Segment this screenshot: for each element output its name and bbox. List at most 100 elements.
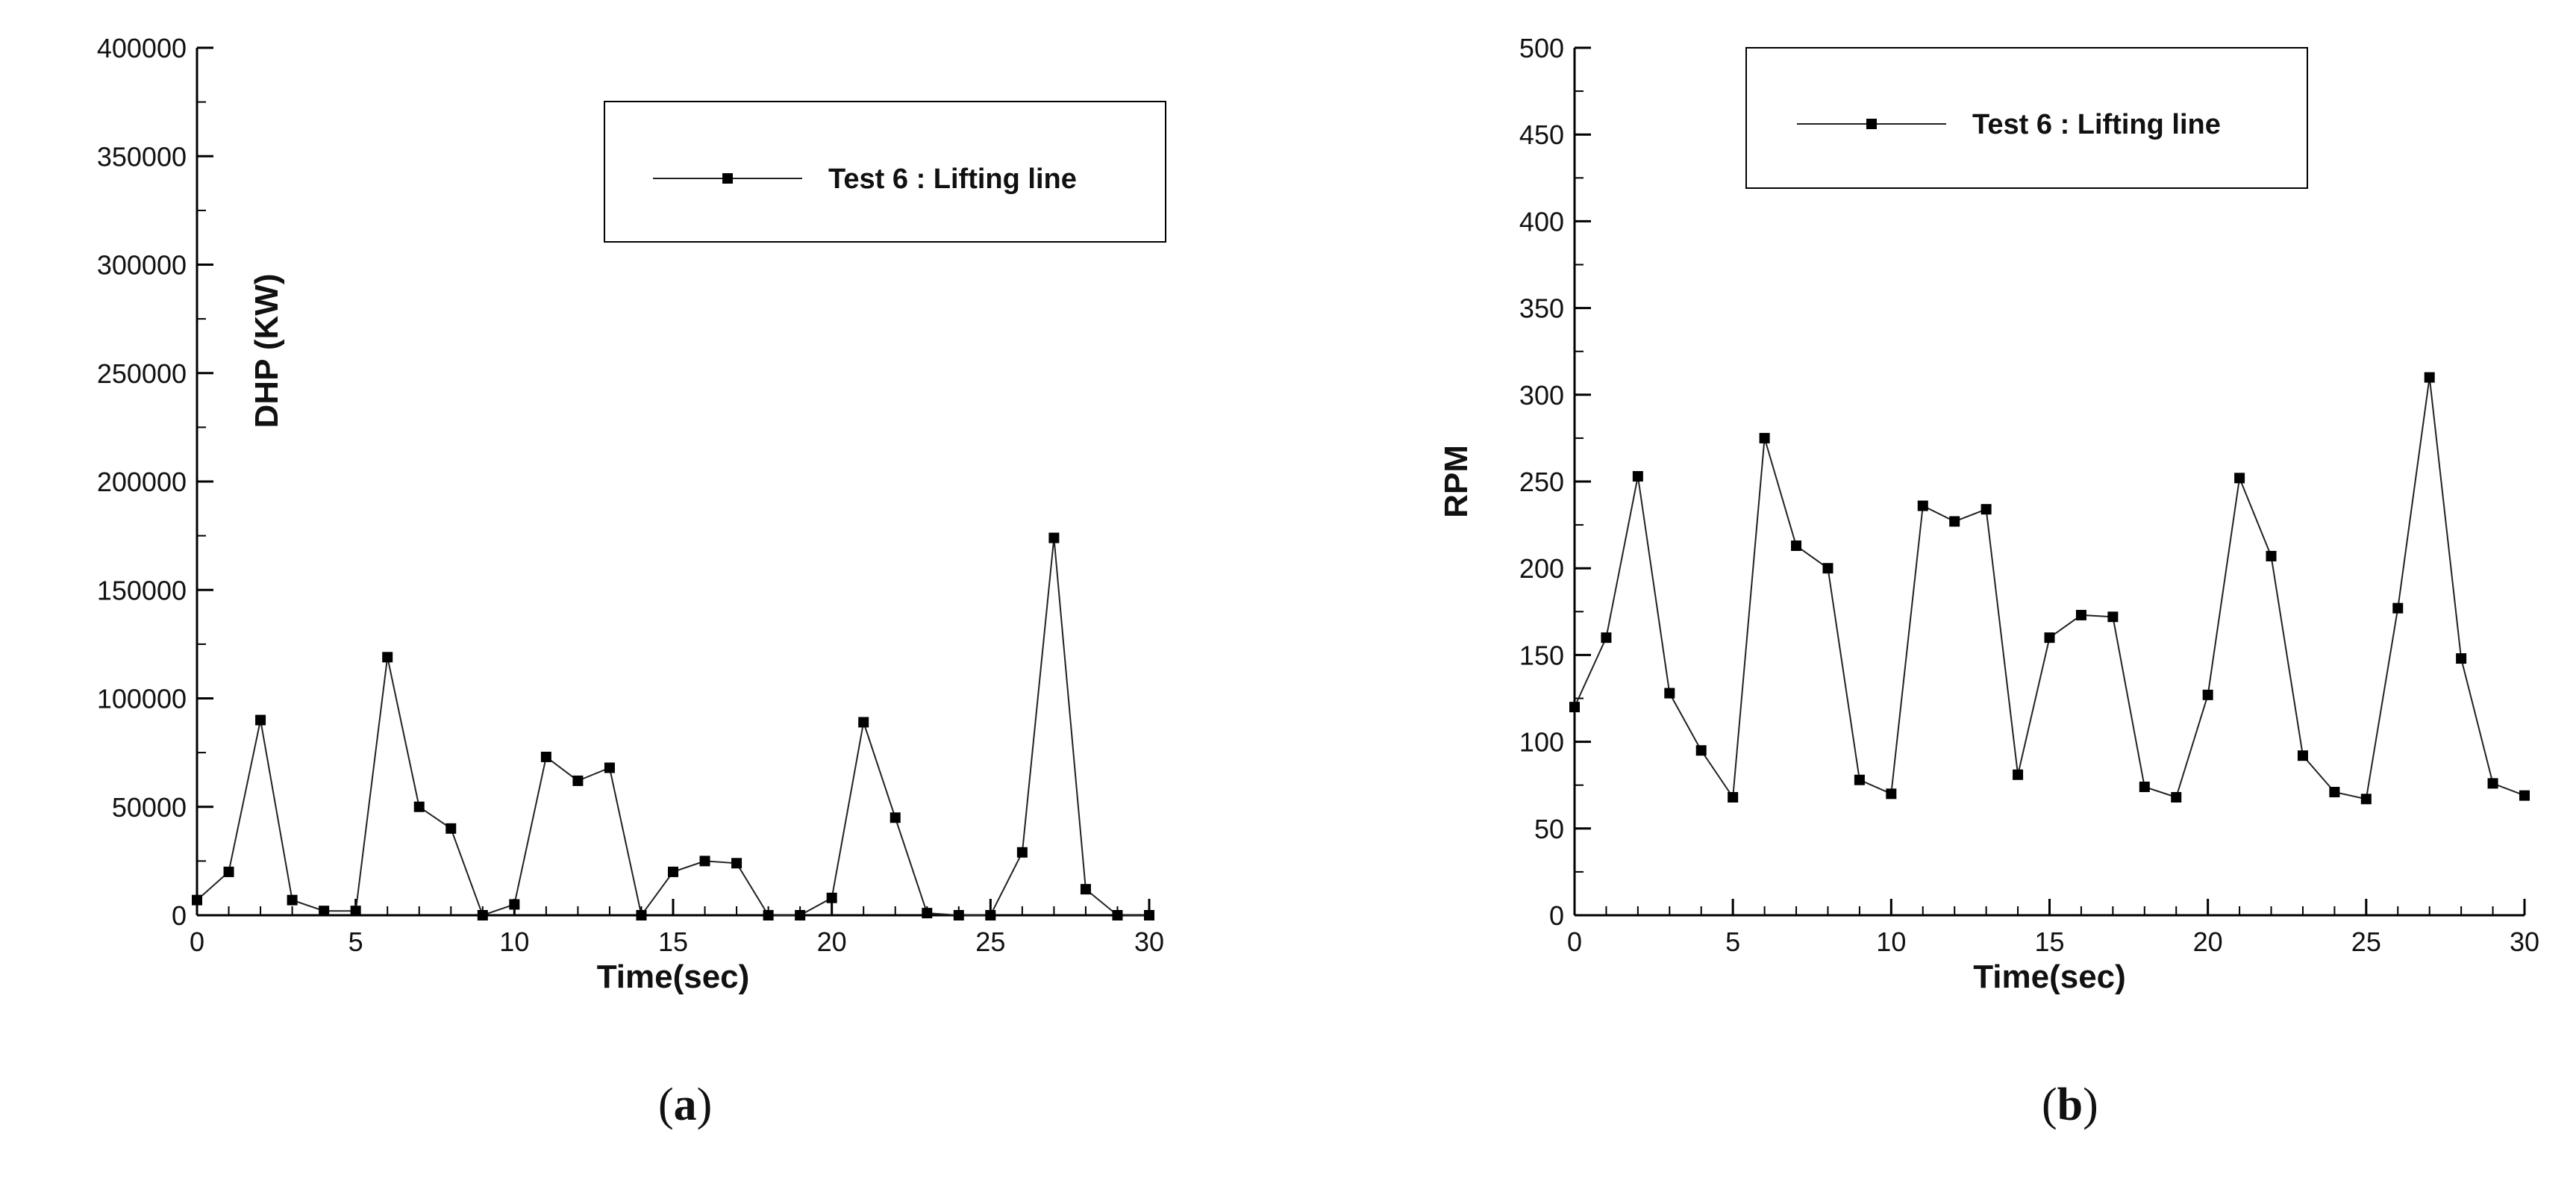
data-point [985, 910, 996, 920]
y-tick-label: 450 [1519, 119, 1564, 150]
data-point [1759, 432, 1770, 443]
x-tick-label: 30 [2510, 926, 2539, 957]
y-tick-label: 150000 [97, 575, 187, 605]
x-tick-label: 5 [1725, 926, 1740, 957]
x-tick-label: 20 [817, 926, 847, 957]
y-tick-label: 300000 [97, 250, 187, 281]
legend-label: Test 6 : Lifting line [1972, 109, 2221, 140]
data-point [2266, 550, 2277, 561]
legend-box [1745, 47, 2308, 189]
data-point [1569, 702, 1580, 713]
y-tick-label: 250000 [97, 358, 187, 389]
caption-paren-close: ) [2083, 1079, 2098, 1130]
caption-label: b [2057, 1079, 2083, 1130]
y-tick-label: 200000 [97, 467, 187, 497]
chart-panel-b: 0 50 100 150 200 250 300 350 400 450 500 0 5 10 15 20 25… [1438, 33, 2539, 1130]
data-point [795, 910, 806, 920]
data-point [1112, 910, 1123, 920]
data-point [255, 714, 266, 726]
y-tick-label: 500 [1519, 33, 1564, 63]
data-point [2360, 794, 2372, 805]
data-point [2202, 689, 2213, 700]
chart-panel-a: 0 50000 100000 150000 200000 250000 300000 3500… [97, 33, 1166, 1130]
data-point [668, 866, 678, 877]
y-tick-label: 350 [1519, 293, 1564, 324]
data-point [192, 894, 202, 906]
data-point [350, 906, 361, 917]
x-axis-title: Time(sec) [597, 959, 750, 995]
y-axis-title: RPM [1438, 445, 1475, 518]
data-point [572, 775, 584, 786]
data-point [2329, 786, 2340, 797]
data-point [1695, 745, 1707, 756]
data-point [2139, 782, 2150, 793]
data-point [731, 858, 743, 869]
data-point [890, 812, 901, 823]
y-tick-label: 100 [1519, 727, 1564, 758]
y-tick-label: 300 [1519, 380, 1564, 411]
data-point [922, 908, 933, 919]
data-point [2044, 632, 2055, 644]
x-tick-label: 30 [1134, 926, 1164, 957]
legend-marker [722, 173, 733, 184]
data-point [604, 762, 615, 773]
y-tick-label: 0 [1549, 900, 1564, 931]
caption-paren-open: ( [658, 1079, 674, 1130]
data-point [2392, 602, 2404, 614]
series-line [1574, 377, 2525, 800]
data-point [1601, 632, 1612, 644]
data-point [1886, 788, 1897, 800]
x-tick-label: 25 [975, 926, 1005, 957]
x-tick-label: 0 [1567, 926, 1582, 957]
data-point [1144, 910, 1154, 920]
data-point [1632, 471, 1643, 482]
x-tick-label: 0 [190, 926, 204, 957]
legend-label: Test 6 : Lifting line [828, 163, 1077, 195]
data-point [2171, 791, 2182, 803]
data-point [446, 823, 457, 834]
data-point [382, 652, 393, 663]
series-line [196, 538, 1149, 917]
data-point [2424, 372, 2435, 383]
data-point [1664, 688, 1675, 699]
data-point [287, 894, 298, 906]
y-tick-label: 200 [1519, 553, 1564, 584]
caption-paren-close: ) [697, 1079, 713, 1130]
data-point [763, 910, 774, 920]
legend-box [604, 101, 1166, 243]
y-tick-label: 250 [1519, 467, 1564, 497]
y-axis-title: DHP (KW) [248, 274, 285, 429]
data-point [953, 910, 964, 920]
y-tick-label: 50 [1534, 814, 1564, 844]
x-tick-label: 15 [2034, 926, 2064, 957]
data-point [858, 717, 869, 728]
data-point [477, 910, 488, 920]
data-point [2234, 473, 2245, 484]
x-tick-label: 10 [499, 926, 529, 957]
data-point [1080, 884, 1091, 895]
data-point [2487, 778, 2498, 789]
data-point [223, 866, 234, 877]
legend-marker [1866, 119, 1877, 129]
x-tick-label: 25 [2351, 926, 2381, 957]
x-tick-label: 20 [2193, 926, 2223, 957]
data-point [1854, 774, 1865, 785]
y-tick-label: 100000 [97, 684, 187, 714]
data-point [1949, 516, 1960, 527]
data-point [1917, 500, 1928, 511]
panel-caption: (a) [658, 1079, 712, 1130]
data-point [2013, 769, 2024, 780]
data-point [319, 906, 330, 917]
x-tick-label: 5 [348, 926, 363, 957]
data-point [2297, 750, 2308, 761]
data-point [2456, 653, 2467, 664]
data-point [826, 892, 837, 903]
data-point [2519, 790, 2530, 801]
data-point [540, 751, 551, 762]
y-tick-label: 50000 [112, 792, 187, 823]
caption-paren-open: ( [2042, 1079, 2057, 1130]
data-point [699, 856, 710, 867]
data-point [1728, 791, 1739, 803]
data-point [2075, 609, 2086, 620]
